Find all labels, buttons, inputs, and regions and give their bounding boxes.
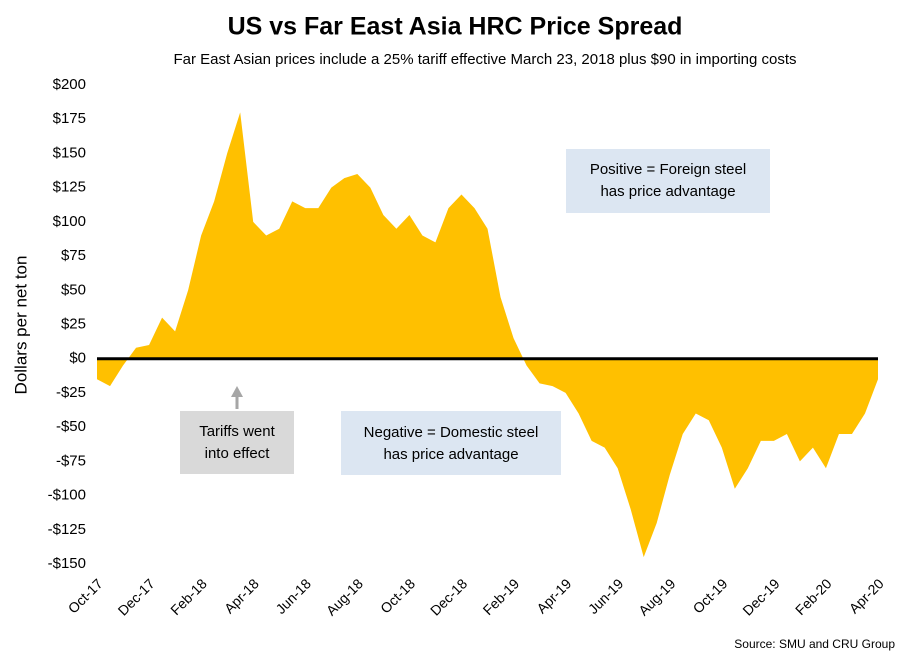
chart-subtitle: Far East Asian prices include a 25% tari… bbox=[173, 51, 796, 68]
annotation-text: has price advantage bbox=[600, 183, 735, 200]
annotation-arrowhead bbox=[231, 386, 243, 397]
x-tick-label: Apr-19 bbox=[533, 575, 574, 616]
y-tick-label: $200 bbox=[53, 76, 86, 93]
x-tick-label: Oct-19 bbox=[690, 575, 731, 616]
x-tick-label: Feb-20 bbox=[792, 575, 835, 618]
y-tick-label: $0 bbox=[69, 350, 86, 367]
x-tick-label: Dec-18 bbox=[427, 575, 470, 618]
x-tick-label: Feb-18 bbox=[167, 575, 210, 618]
y-tick-label: $100 bbox=[53, 213, 86, 230]
y-tick-label: -$100 bbox=[48, 487, 86, 504]
x-tick-label: Oct-18 bbox=[377, 575, 418, 616]
x-tick-label: Feb-19 bbox=[480, 575, 523, 618]
y-tick-label: -$75 bbox=[56, 452, 86, 469]
x-tick-label: Aug-19 bbox=[635, 575, 678, 618]
y-tick-label: $125 bbox=[53, 179, 86, 196]
x-tick-label: Aug-18 bbox=[323, 575, 366, 618]
source-note: Source: SMU and CRU Group bbox=[734, 637, 895, 651]
annotation-text: Negative = Domestic steel bbox=[364, 424, 539, 441]
y-axis-label: Dollars per net ton bbox=[11, 256, 30, 395]
y-tick-label: -$150 bbox=[48, 555, 86, 572]
y-tick-label: $75 bbox=[61, 247, 86, 264]
annotation-text: has price advantage bbox=[383, 446, 518, 463]
annotation-box bbox=[341, 411, 561, 475]
annotation-box bbox=[180, 411, 294, 474]
y-tick-label: $175 bbox=[53, 110, 86, 127]
x-tick-label: Jun-18 bbox=[272, 575, 314, 617]
annotation-text: Tariffs went bbox=[199, 423, 275, 440]
x-tick-label: Dec-19 bbox=[739, 575, 782, 618]
x-tick-label: Apr-18 bbox=[221, 575, 262, 616]
x-tick-label: Jun-19 bbox=[585, 575, 627, 617]
annotation-box bbox=[566, 149, 770, 213]
area bbox=[97, 112, 878, 558]
x-tick-label: Oct-17 bbox=[65, 575, 106, 616]
y-tick-label: -$25 bbox=[56, 384, 86, 401]
y-tick-label: $50 bbox=[61, 281, 86, 298]
annotation-text: Positive = Foreign steel bbox=[590, 161, 746, 178]
y-tick-label: $25 bbox=[61, 315, 86, 332]
annotation-text: into effect bbox=[205, 445, 271, 462]
chart-title: US vs Far East Asia HRC Price Spread bbox=[228, 13, 683, 41]
x-tick-label: Dec-17 bbox=[115, 575, 158, 618]
y-tick-label: $150 bbox=[53, 144, 86, 161]
y-tick-label: -$125 bbox=[48, 521, 86, 538]
x-tick-label: Apr-20 bbox=[846, 575, 887, 616]
y-tick-label: -$50 bbox=[56, 418, 86, 435]
